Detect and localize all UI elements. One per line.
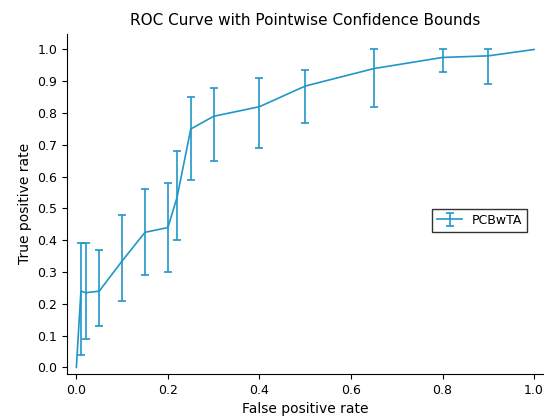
Y-axis label: True positive rate: True positive rate	[18, 143, 32, 264]
Title: ROC Curve with Pointwise Confidence Bounds: ROC Curve with Pointwise Confidence Boun…	[130, 13, 480, 28]
X-axis label: False positive rate: False positive rate	[242, 402, 368, 416]
Legend: PCBwTA: PCBwTA	[432, 209, 528, 232]
